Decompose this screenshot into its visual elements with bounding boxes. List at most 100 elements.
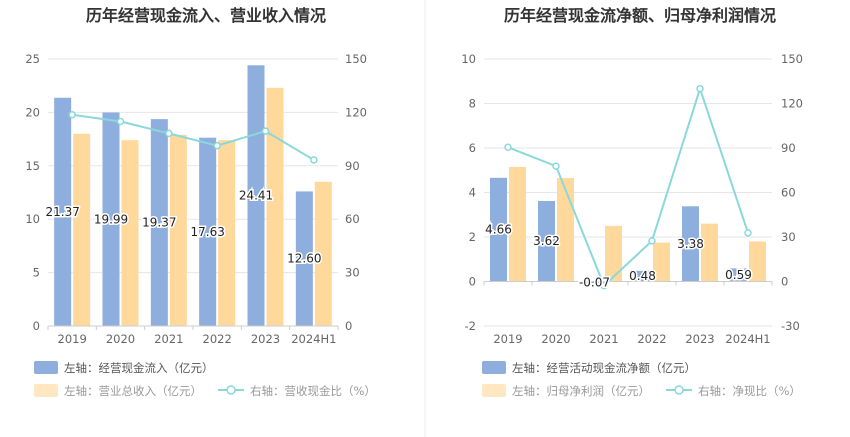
x-axis-tick: 2019 xyxy=(58,332,87,346)
bar-primary[interactable] xyxy=(295,191,313,326)
left-axis-tick: 20 xyxy=(25,105,40,119)
bar-value-label: 19.37 xyxy=(142,216,176,230)
ratio-point[interactable] xyxy=(696,84,704,93)
right-axis-tick: 60 xyxy=(781,186,796,200)
bar-value-label: 19.99 xyxy=(94,212,128,226)
chart-2-bars xyxy=(490,166,766,284)
chart-2-grid xyxy=(484,58,772,327)
ratio-point[interactable] xyxy=(116,117,125,126)
bar-primary[interactable] xyxy=(490,177,507,282)
ratio-point[interactable] xyxy=(552,162,560,170)
x-axis-tick: 2022 xyxy=(637,332,666,346)
right-axis-tick: 90 xyxy=(781,141,796,155)
right-axis-tick: 90 xyxy=(345,159,360,173)
bar-secondary[interactable] xyxy=(314,181,332,326)
bar-primary[interactable] xyxy=(730,268,747,282)
left-axis-tick: 0 xyxy=(33,319,40,333)
left-axis-tick: 25 xyxy=(25,52,40,66)
ratio-point[interactable] xyxy=(648,237,656,245)
x-axis-tick: 2021 xyxy=(589,332,618,346)
legend-swatch-bar[interactable] xyxy=(34,361,58,374)
chart-1-bars xyxy=(54,65,332,326)
x-axis-tick: 2020 xyxy=(541,332,570,346)
left-axis-tick: 15 xyxy=(25,159,40,173)
bar-secondary[interactable] xyxy=(266,87,284,326)
legend-swatch-bar[interactable] xyxy=(482,384,506,397)
ratio-point[interactable] xyxy=(213,141,221,150)
legend-label[interactable]: 右轴：净现比（%） xyxy=(698,384,801,398)
bar-primary[interactable] xyxy=(54,97,72,326)
right-axis-tick: 150 xyxy=(345,52,367,66)
ratio-point[interactable] xyxy=(310,156,318,164)
bar-secondary[interactable] xyxy=(749,241,766,282)
right-axis-tick: 120 xyxy=(345,105,367,119)
legend-label[interactable]: 左轴：营业总收入（亿元） xyxy=(64,384,202,398)
legend-swatch-bar[interactable] xyxy=(482,361,506,374)
left-axis-tick: 10 xyxy=(461,52,476,66)
chart-2-data-labels: 4.66 3.62 -0.07 0.48 3.38 0.59 xyxy=(484,221,754,291)
left-axis-tick: 4 xyxy=(469,186,476,200)
bar-primary[interactable] xyxy=(199,137,217,326)
ratio-point[interactable] xyxy=(165,129,173,138)
left-axis-tick: 5 xyxy=(33,266,40,280)
right-axis-tick: 120 xyxy=(781,97,803,111)
chart-1-line xyxy=(68,110,318,164)
bar-primary[interactable] xyxy=(586,281,603,284)
chart-1-grid xyxy=(48,58,338,327)
bar-secondary[interactable] xyxy=(73,133,91,326)
left-axis-tick: 10 xyxy=(25,212,40,226)
x-axis-tick: 2020 xyxy=(106,332,135,346)
bar-secondary[interactable] xyxy=(557,178,574,282)
bar-secondary[interactable] xyxy=(169,134,187,326)
x-axis-tick: 2024H1 xyxy=(725,332,770,346)
bar-value-label: 21.37 xyxy=(45,205,79,219)
bar-value-label: 3.38 xyxy=(677,237,704,251)
left-axis-tick: -2 xyxy=(465,319,476,333)
legend-swatch-bar[interactable] xyxy=(34,384,58,397)
chart-2-title: 历年经营现金流净额、归母净利润情况 xyxy=(504,6,776,25)
chart-1-data-labels: 21.37 19.99 19.37 17.63 24.41 12.60 xyxy=(44,187,323,267)
bar-secondary[interactable] xyxy=(653,242,670,282)
legend-label[interactable]: 右轴：营收现金比（%） xyxy=(250,384,376,398)
bar-secondary[interactable] xyxy=(218,140,236,326)
ratio-point[interactable] xyxy=(261,127,270,135)
bar-secondary[interactable] xyxy=(121,140,139,326)
legend-label[interactable]: 左轴：经营现金流入（亿元） xyxy=(64,361,214,375)
ratio-line xyxy=(507,85,749,288)
bar-secondary[interactable] xyxy=(509,166,526,282)
bar-primary[interactable] xyxy=(682,206,699,282)
left-axis-tick: 8 xyxy=(469,97,476,111)
chart-1-axes: 0 5 10 15 20 25 0 30 60 90 120 150 2019 2020 2021 2022 2… xyxy=(25,52,367,346)
bar-secondary[interactable] xyxy=(605,225,622,282)
bar-value-label: -0.07 xyxy=(579,275,610,289)
chart-2: 历年经营现金流净额、归母净利润情况 -2 0 2 4 6 8 10 -30 0 30 60 90 120… xyxy=(461,6,803,398)
chart-1: 历年经营现金流入、营业收入情况 0 5 10 15 20 25 0 30 60 90 120 150 2… xyxy=(25,6,376,398)
chart-1-legend: 左轴：经营现金流入（亿元） 左轴：营业总收入（亿元） 右轴：营收现金比（%） xyxy=(34,361,376,398)
ratio-point[interactable] xyxy=(600,281,608,290)
bar-primary[interactable] xyxy=(538,200,555,282)
ratio-point[interactable] xyxy=(744,229,752,237)
x-axis-tick: 2019 xyxy=(493,332,522,346)
right-axis-tick: -30 xyxy=(781,319,800,333)
ratio-point[interactable] xyxy=(504,143,512,152)
x-axis-tick: 2024H1 xyxy=(291,332,336,346)
right-axis-tick: 30 xyxy=(781,230,796,244)
left-axis-tick: 6 xyxy=(469,141,476,155)
legend-label[interactable]: 左轴：经营活动现金流净额（亿元） xyxy=(512,361,696,375)
bar-primary[interactable] xyxy=(150,119,168,326)
bar-primary[interactable] xyxy=(102,112,120,326)
bar-value-label: 3.62 xyxy=(533,234,560,248)
x-axis-tick: 2022 xyxy=(203,332,232,346)
ratio-line xyxy=(72,113,315,161)
bar-primary[interactable] xyxy=(247,65,265,326)
bar-value-label: 24.41 xyxy=(239,189,273,203)
legend-label[interactable]: 左轴：归母净利润（亿元） xyxy=(512,384,650,398)
right-axis-tick: 60 xyxy=(345,212,360,226)
legend-swatch-marker[interactable] xyxy=(226,385,236,395)
ratio-point[interactable] xyxy=(68,110,76,119)
legend-swatch-marker[interactable] xyxy=(674,385,684,395)
bar-secondary[interactable] xyxy=(701,223,718,282)
right-axis-tick: 150 xyxy=(781,52,803,66)
bar-primary[interactable] xyxy=(634,270,651,282)
bar-value-label: 17.63 xyxy=(190,225,224,239)
